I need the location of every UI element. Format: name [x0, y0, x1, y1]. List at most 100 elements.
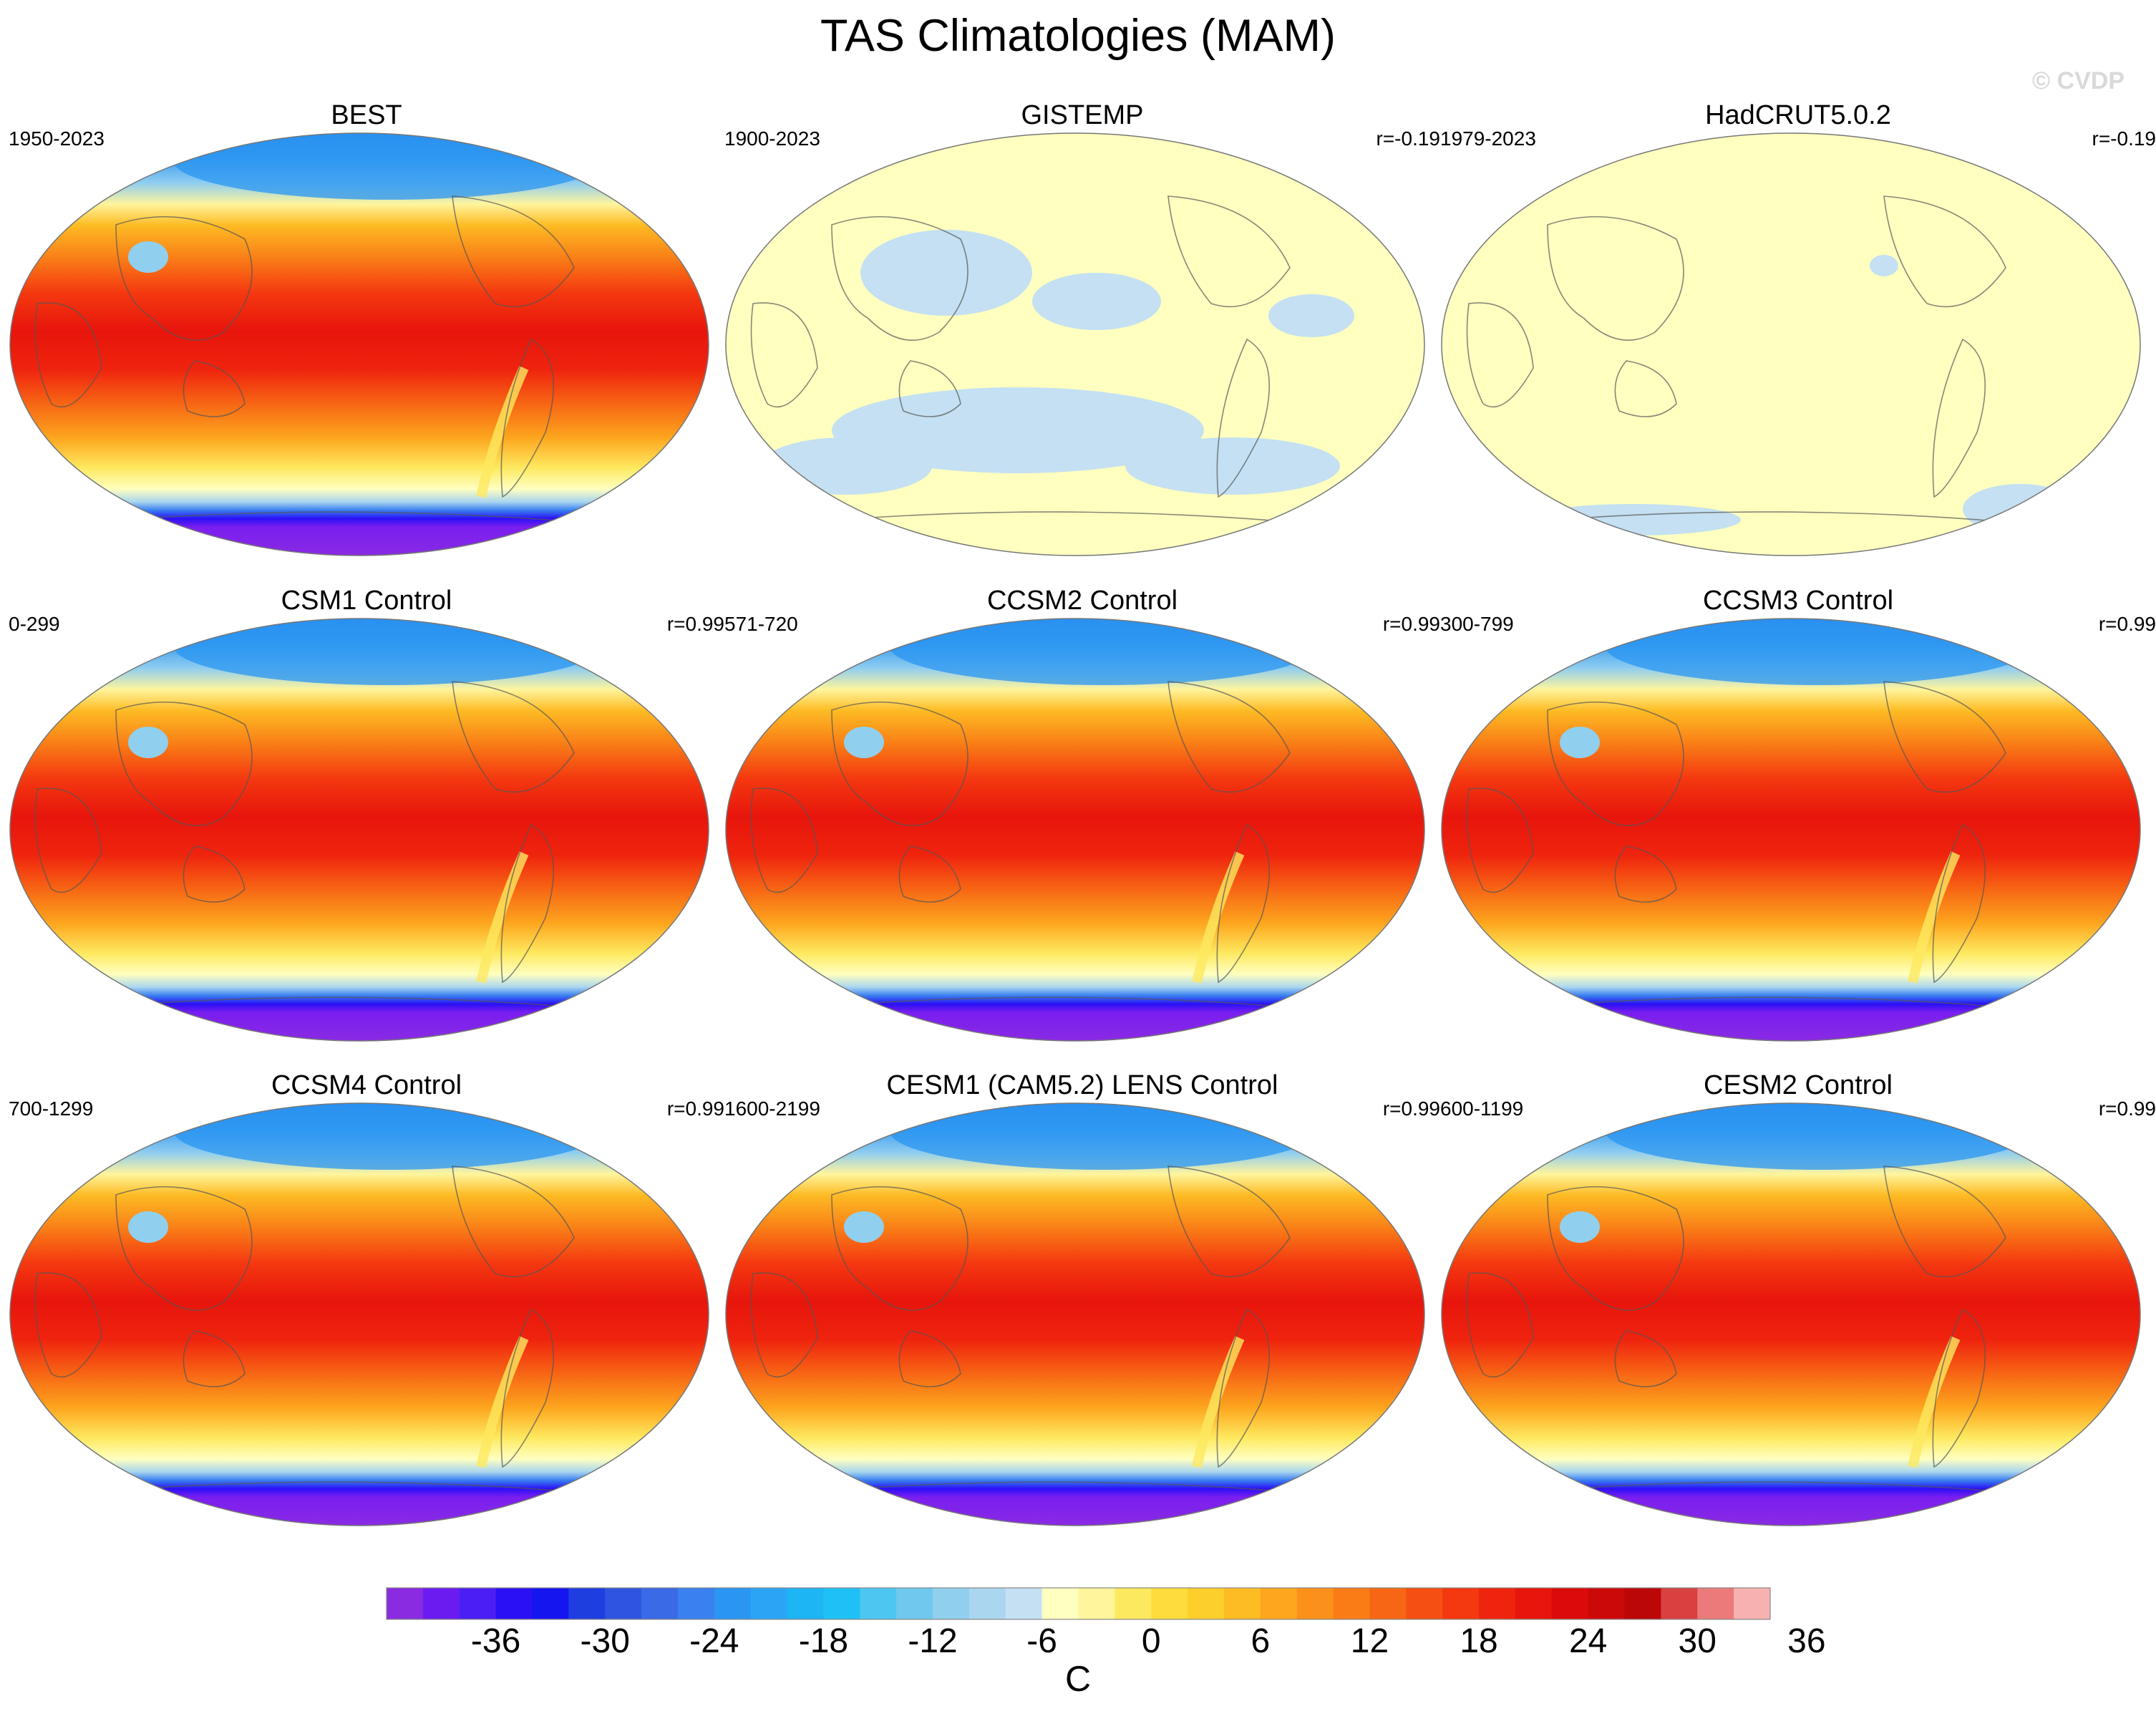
colorbar-swatch	[1369, 1588, 1407, 1619]
panel-title: CCSM2 Control	[986, 586, 1178, 616]
map-border	[9, 618, 709, 1042]
colorbar-swatch	[1260, 1588, 1298, 1619]
coastline	[183, 845, 246, 903]
coastline	[898, 360, 961, 417]
map-panel: CESM2 Control 600-1199 r=0.99	[1440, 1070, 2156, 1556]
colorbar-swatch	[605, 1588, 642, 1619]
coastline	[1547, 701, 1684, 827]
colorbar-tick-label: -36	[470, 1622, 521, 1660]
panel-period: 700-1299	[9, 1097, 94, 1120]
panel-correlation: r=-0.19	[1376, 127, 1441, 150]
temperature-field	[1442, 1103, 2140, 1526]
coastline	[831, 701, 968, 827]
panel-correlation: r=0.99	[666, 1097, 724, 1120]
map-plot	[725, 132, 1425, 556]
panel-correlation: r=-0.19	[2092, 127, 2156, 150]
cold-region	[128, 1211, 168, 1243]
colorbar-swatch	[568, 1588, 606, 1619]
colorbar-tick-label: -30	[580, 1622, 630, 1660]
map-plot	[1441, 132, 2141, 556]
temperature-field	[10, 133, 709, 556]
map-plot	[1441, 1102, 2141, 1526]
map-panel: CESM1 (CAM5.2) LENS Control 1600-2199 r=0.…	[724, 1070, 1440, 1556]
coastline	[1466, 1272, 1534, 1378]
colorbar-tick-label: -12	[908, 1622, 958, 1660]
figure-title: TAS Climatologies (MAM)	[820, 11, 1336, 61]
colorbar-tick-label: 18	[1460, 1622, 1498, 1660]
colorbar-swatch	[896, 1588, 933, 1619]
coastline	[1883, 1165, 2006, 1278]
coastline	[452, 681, 575, 793]
colorbar-tick-label: 36	[1787, 1622, 1826, 1660]
map-border	[1441, 132, 2141, 556]
colorbar-tick-label: 6	[1251, 1622, 1271, 1660]
panel-period: 1979-2023	[1440, 127, 1536, 150]
colorbar-tick-label: 12	[1350, 1622, 1389, 1660]
map-plot	[9, 1102, 709, 1526]
panel-correlation: r=0.99	[1382, 613, 1440, 635]
colorbar-swatch	[1296, 1588, 1334, 1619]
map-panel: GISTEMP 1900-2023 r=-0.19	[724, 100, 1440, 586]
colorbar-swatch	[1515, 1588, 1553, 1619]
colorbar-swatch	[1551, 1588, 1589, 1619]
colorbar-swatch	[750, 1588, 788, 1619]
coastline	[1216, 823, 1271, 984]
coastline	[115, 1186, 253, 1312]
panel-period: 600-1199	[1440, 1097, 1524, 1120]
coastline	[750, 302, 818, 408]
map-panel: CCSM2 Control 571-720 r=0.99	[724, 586, 1440, 1071]
colorbar-swatch	[422, 1588, 460, 1619]
colorbar-tick-label: -6	[1026, 1622, 1057, 1660]
coastline	[860, 511, 1291, 523]
colorbar-swatch	[1734, 1588, 1771, 1619]
colorbar-swatch	[677, 1588, 715, 1619]
colorbar-swatch	[532, 1588, 569, 1619]
map-panel: BEST 1950-2023	[9, 100, 724, 586]
colorbar-swatch	[387, 1588, 424, 1619]
coastline	[898, 845, 961, 903]
coastline	[1575, 1481, 2006, 1493]
colorbar-swatch	[1661, 1588, 1698, 1619]
temperature-field	[1442, 619, 2140, 1041]
colorbar-swatch	[968, 1588, 1006, 1619]
colorbar-swatch	[1624, 1588, 1661, 1619]
coastline	[1614, 845, 1677, 903]
coastline	[1547, 1186, 1684, 1312]
cool-anomaly-region	[1125, 437, 1340, 495]
coastline	[1216, 1308, 1271, 1468]
panel-title: CSM1 Control	[281, 586, 452, 616]
colorbar-swatch	[1041, 1588, 1079, 1619]
map-panel: HadCRUT5.0.2 1979-2023 r=-0.19	[1440, 100, 2156, 586]
map-panel: CSM1 Control 0-299 r=0.99	[9, 586, 724, 1071]
cool-anomaly-region	[1032, 273, 1161, 330]
map-border	[9, 1102, 709, 1526]
coastline	[831, 1186, 968, 1312]
coastline	[452, 195, 575, 308]
panel-title: HadCRUT5.0.2	[1705, 100, 1891, 130]
coastline	[860, 1481, 1291, 1493]
colorbar-swatch	[933, 1588, 970, 1619]
colorbar-swatch	[1479, 1588, 1516, 1619]
cool-anomaly-region	[1870, 255, 1898, 276]
mountain-ridge	[1908, 1336, 1961, 1468]
coastline	[750, 1272, 818, 1378]
coastline	[183, 1330, 246, 1387]
panel-title: CCSM3 Control	[1702, 586, 1894, 616]
watermark-text: © CVDP	[2032, 67, 2125, 94]
coastline	[1167, 681, 1291, 793]
panel-title: GISTEMP	[1021, 100, 1144, 130]
panel-title: CCSM4 Control	[271, 1070, 462, 1100]
colorbar-swatch	[1078, 1588, 1115, 1619]
colorbar-swatch	[459, 1588, 497, 1619]
map-plot	[725, 618, 1425, 1042]
colorbar-swatch	[860, 1588, 897, 1619]
colorbar-swatch	[714, 1588, 752, 1619]
map-panel: CCSM3 Control 300-799 r=0.99	[1440, 586, 2156, 1071]
panel-correlation: r=0.99	[1382, 1097, 1440, 1120]
coastline	[34, 302, 102, 408]
panel-title: CESM1 (CAM5.2) LENS Control	[886, 1070, 1278, 1100]
cold-region	[128, 241, 168, 273]
cool-anomaly-region	[1963, 484, 2077, 534]
temperature-field	[10, 1103, 709, 1526]
colorbar-tick-label: 0	[1141, 1622, 1161, 1660]
